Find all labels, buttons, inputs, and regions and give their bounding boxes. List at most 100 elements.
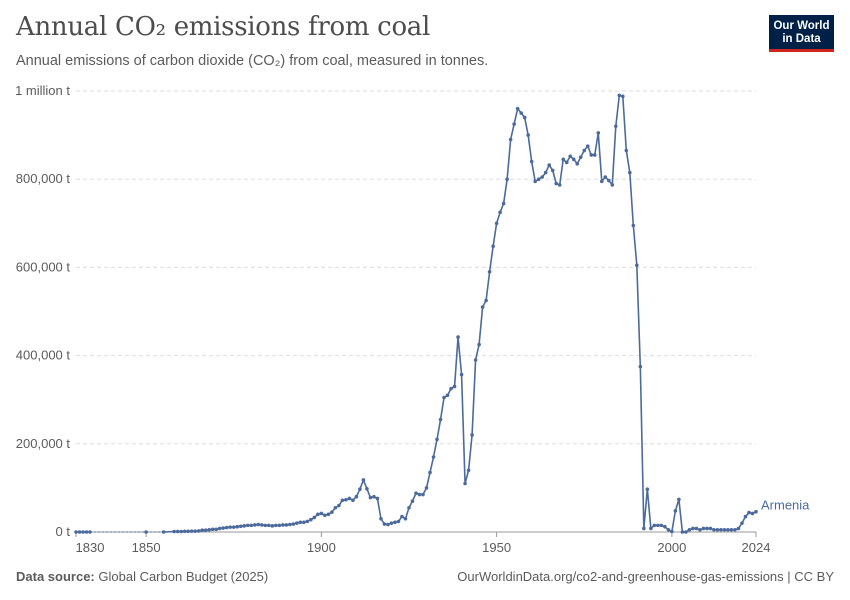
series-line[interactable] [76,94,757,533]
data-point[interactable] [337,503,341,508]
data-point[interactable] [550,168,555,173]
data-point[interactable] [284,523,289,527]
data-point[interactable] [277,523,282,528]
data-point[interactable] [407,505,411,510]
data-point[interactable] [428,470,432,475]
data-point[interactable] [375,496,380,501]
data-point[interactable] [726,527,730,532]
data-point[interactable] [175,529,180,534]
data-point[interactable] [585,144,590,148]
data-point[interactable] [466,468,471,473]
data-point[interactable] [456,335,460,339]
data-point[interactable] [358,487,362,492]
data-point[interactable] [81,530,85,534]
data-point[interactable] [673,509,678,513]
data-point[interactable] [554,181,559,186]
data-point[interactable] [452,384,457,389]
data-point[interactable] [613,124,618,129]
data-point[interactable] [652,523,657,528]
data-point[interactable] [715,527,720,532]
data-point[interactable] [603,175,608,179]
data-point[interactable] [708,526,713,531]
data-point[interactable] [351,498,355,503]
data-point[interactable] [729,527,734,532]
data-point[interactable] [144,530,148,534]
data-point[interactable] [740,521,744,525]
data-point[interactable] [214,527,219,532]
data-point[interactable] [323,513,327,518]
data-point[interactable] [431,455,436,459]
data-point[interactable] [505,177,509,181]
data-point[interactable] [747,510,751,515]
data-point[interactable] [571,157,576,162]
data-point[interactable] [179,529,183,534]
source-url[interactable]: OurWorldinData.org/co2-and-greenhouse-ga… [457,569,834,584]
data-point[interactable] [88,530,92,534]
data-point[interactable] [508,137,513,142]
data-point[interactable] [414,491,418,495]
data-point[interactable] [557,183,562,187]
data-point[interactable] [712,527,716,532]
data-point[interactable] [238,524,243,529]
data-point[interactable] [389,521,394,525]
data-point[interactable] [645,487,650,492]
data-point[interactable] [677,497,681,502]
data-point[interactable] [491,244,495,249]
data-point[interactable] [302,520,306,525]
data-point[interactable] [635,263,639,267]
data-point[interactable] [270,524,275,528]
data-point[interactable] [743,514,748,519]
data-point[interactable] [575,161,580,166]
data-point[interactable] [410,499,415,503]
data-point[interactable] [235,524,240,529]
data-point[interactable] [245,523,250,528]
data-point[interactable] [203,528,208,533]
data-point[interactable] [694,526,699,531]
data-point[interactable] [354,494,359,499]
data-point[interactable] [193,529,197,533]
data-point[interactable] [263,523,268,528]
data-point[interactable] [691,526,695,531]
data-point[interactable] [754,509,758,514]
data-point[interactable] [610,183,615,187]
data-point[interactable] [291,522,296,526]
data-point[interactable] [403,516,408,521]
data-point[interactable] [561,157,566,162]
data-point[interactable] [659,523,664,528]
data-point[interactable] [393,520,397,525]
data-point[interactable] [621,94,625,99]
data-point[interactable] [533,179,537,184]
data-point[interactable] [200,528,204,533]
data-point[interactable] [564,160,569,165]
data-point[interactable] [365,486,369,491]
data-point[interactable] [228,525,233,529]
data-source-value[interactable]: Global Carbon Budget (2025) [98,569,269,584]
data-point[interactable] [361,478,366,482]
data-point[interactable] [670,529,674,534]
data-point[interactable] [480,305,485,309]
data-point[interactable] [379,516,383,521]
data-point[interactable] [599,179,604,184]
data-point[interactable] [701,526,706,531]
data-point[interactable] [186,529,190,534]
data-point[interactable] [259,523,264,527]
data-point[interactable] [617,93,622,98]
data-point[interactable] [498,210,502,215]
data-point[interactable] [319,511,324,516]
data-point[interactable] [684,530,688,534]
data-point[interactable] [547,163,551,167]
data-point[interactable] [252,523,257,527]
data-point[interactable] [273,523,278,528]
data-point[interactable] [249,523,254,528]
data-point[interactable] [526,133,530,137]
series-label-armenia[interactable]: Armenia [761,498,810,513]
data-point[interactable] [386,522,390,527]
data-point[interactable] [221,526,226,530]
data-point[interactable] [473,358,478,362]
data-point[interactable] [649,526,653,531]
data-point[interactable] [463,481,467,486]
data-point[interactable] [330,510,334,514]
data-point[interactable] [316,512,320,517]
data-point[interactable] [543,170,548,175]
data-point[interactable] [424,486,429,490]
